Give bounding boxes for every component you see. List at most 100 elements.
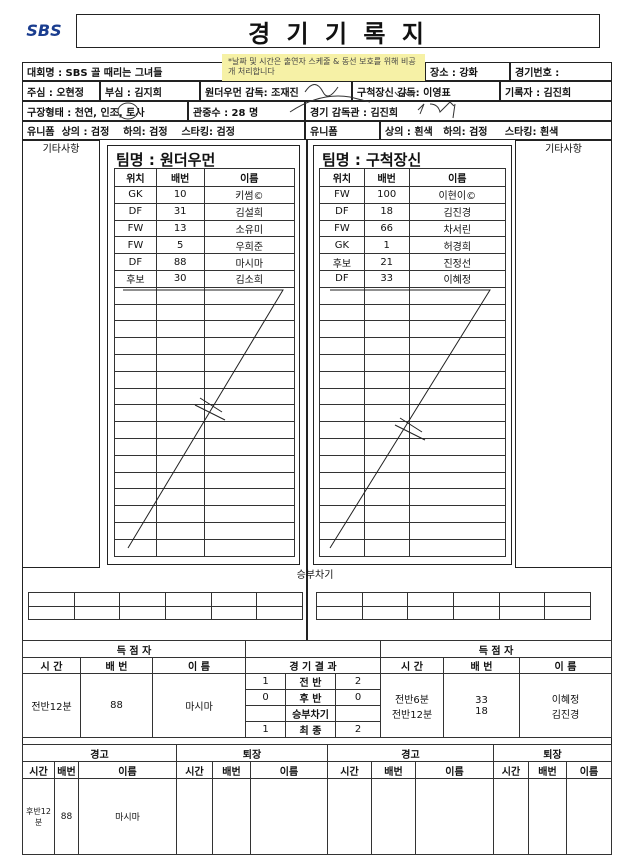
card-col-header: 이름	[250, 761, 328, 779]
player-cell: 우희준	[203, 236, 296, 255]
penalty-cell	[361, 605, 409, 620]
player-row	[319, 538, 507, 557]
penalty-cell	[119, 592, 166, 607]
card-col-header: 시간	[327, 761, 372, 779]
result-b	[335, 705, 381, 722]
player-row: FW 5 우희준	[114, 236, 296, 255]
player-row	[319, 488, 507, 507]
result-period: 전 반	[285, 673, 336, 690]
penalty-cell	[210, 605, 258, 620]
sendoff-label: 퇴장	[493, 744, 612, 762]
penalty-cell	[210, 592, 258, 607]
player-row: FW 66 차서린	[319, 219, 507, 238]
player-cell: 후보	[319, 253, 365, 271]
match-supervisor: 경기 감독관 : 김진희	[305, 101, 612, 121]
result-period: 승부차기	[285, 705, 336, 722]
assistant-referee: 부심 : 김지희	[100, 81, 200, 101]
warning-label: 경고	[327, 744, 494, 762]
penalty-cell	[452, 605, 500, 620]
warning-number: 88	[54, 778, 79, 855]
col-header: 이름	[408, 168, 507, 187]
player-row	[114, 505, 296, 523]
scorers-label-b: 득 점 자	[380, 640, 612, 658]
crowd-count: 관중수 : 28 명	[188, 101, 305, 121]
player-row	[114, 404, 296, 423]
player-cell: 진정선	[408, 253, 507, 271]
warning-time: 후반12분	[22, 778, 55, 855]
player-row: GK 1 허경희	[319, 236, 507, 255]
player-row	[319, 353, 507, 372]
player-row	[319, 404, 507, 423]
player-cell: 13	[155, 219, 205, 238]
player-row: 후보 30 김소희	[114, 269, 296, 288]
warning-name: 마시마	[78, 778, 177, 855]
col-number: 배 번	[443, 657, 520, 674]
col-name: 이 름	[519, 657, 612, 674]
result-b: 2	[335, 673, 381, 690]
player-row	[319, 337, 507, 355]
penalty-cell	[407, 592, 454, 607]
signatures	[117, 84, 456, 120]
cards-table: 경고 퇴장 경고 퇴장 시간 배번 이름 시간 배번 이름 시간 배번 이름 시간 배번 이름 후반12분 8…	[22, 744, 612, 855]
player-row	[114, 320, 296, 339]
penalty-grid-a	[28, 592, 303, 620]
player-row: DF 18 김진경	[319, 202, 507, 221]
match-number: 경기번호 :	[510, 62, 612, 81]
player-row	[319, 505, 507, 523]
result-label: 경 기 결 과	[245, 657, 381, 674]
player-row	[114, 421, 296, 439]
player-row	[319, 421, 507, 439]
penalty-cell	[498, 592, 546, 607]
result-period: 최 종	[285, 721, 336, 738]
notes-right	[515, 140, 612, 568]
col-header: 배번	[155, 168, 205, 187]
player-row: GK 10 키썸©	[114, 186, 296, 204]
result-period: 후 반	[285, 689, 336, 706]
player-row	[114, 521, 296, 540]
player-cell: 10	[155, 186, 205, 204]
penalty-cell	[544, 592, 591, 607]
player-row	[114, 387, 296, 406]
player-row	[319, 521, 507, 540]
player-cell: DF	[114, 202, 157, 221]
player-row	[114, 370, 296, 389]
scorer-a-time: 전반12분	[22, 673, 81, 738]
player-row	[114, 454, 296, 473]
player-cell: 5	[155, 236, 205, 255]
player-row: DF 33 이혜정	[319, 269, 507, 288]
result-a: 1	[245, 721, 286, 738]
result-b: 2	[335, 721, 381, 738]
scorer-a-number: 88	[80, 673, 153, 738]
col-header: 위치	[319, 168, 365, 187]
uniform-team-b: 상의 : 흰색 하의: 검정 스타킹: 흰색	[380, 121, 612, 140]
penalty-cell	[452, 592, 500, 607]
team-panel-b: 팀명 : 구척장신 위치 배번 이름 FW 100 이현이© DF 18 김진경 FW 66 차서린 G…	[313, 145, 512, 565]
col-time: 시 간	[22, 657, 81, 674]
penalty-cell	[361, 592, 409, 607]
player-row: 후보 21 진정선	[319, 253, 507, 271]
player-cell: 이현이©	[408, 186, 507, 204]
penalty-cell	[316, 592, 363, 607]
player-cell: 김설희	[203, 202, 296, 221]
player-row	[319, 454, 507, 473]
col-header: 이름	[203, 168, 296, 187]
scorers-label-a: 득 점 자	[22, 640, 246, 658]
privacy-note: *날짜 및 시간은 출연자 스케줄 & 동선 보호를 위해 비공개 처리합니다	[222, 54, 425, 81]
warning-label: 경고	[22, 744, 177, 762]
player-cell: 100	[363, 186, 410, 204]
player-cell: 소유미	[203, 219, 296, 238]
player-row	[114, 488, 296, 507]
player-row	[114, 437, 296, 456]
player-cell: 마시마	[203, 253, 296, 271]
penalty-cell	[498, 605, 546, 620]
card-col-header: 이름	[78, 761, 177, 779]
player-row	[319, 471, 507, 490]
result-b: 0	[335, 689, 381, 706]
player-cell: FW	[319, 219, 365, 238]
sbs-logo: SBS	[26, 20, 62, 40]
penalty-cell	[316, 605, 363, 620]
player-cell: GK	[319, 236, 365, 255]
sendoff-label: 퇴장	[176, 744, 328, 762]
player-cell: 33	[363, 269, 410, 288]
penalty-cell	[73, 592, 121, 607]
